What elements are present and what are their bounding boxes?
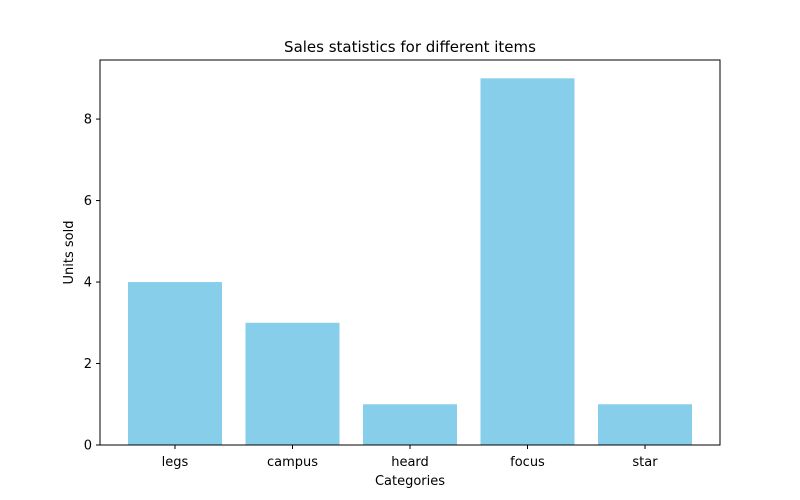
bar-legs [128, 282, 222, 445]
bar-campus [245, 322, 340, 445]
y-axis-label: Units sold [62, 221, 77, 285]
x-tick-label-star: star [632, 455, 658, 470]
bar-focus [480, 78, 575, 445]
y-tick-label-8: 8 [84, 113, 92, 128]
y-tick-label-2: 2 [84, 357, 92, 372]
y-axis: 0 2 4 6 8 [84, 113, 100, 454]
y-tick-label-6: 6 [84, 194, 92, 209]
x-tick-label-focus: focus [510, 455, 545, 470]
bar-star [598, 404, 692, 445]
x-axis: legs campus heard focus star [162, 445, 658, 470]
bars-layer [128, 78, 692, 445]
chart-title: Sales statistics for different items [284, 38, 536, 56]
x-tick-label-campus: campus [267, 455, 318, 470]
x-axis-label: Categories [375, 474, 445, 489]
bar-heard [363, 404, 457, 445]
y-tick-label-4: 4 [84, 276, 92, 291]
y-tick-label-0: 0 [84, 439, 92, 454]
x-tick-label-heard: heard [391, 455, 429, 470]
x-tick-label-legs: legs [162, 455, 189, 470]
